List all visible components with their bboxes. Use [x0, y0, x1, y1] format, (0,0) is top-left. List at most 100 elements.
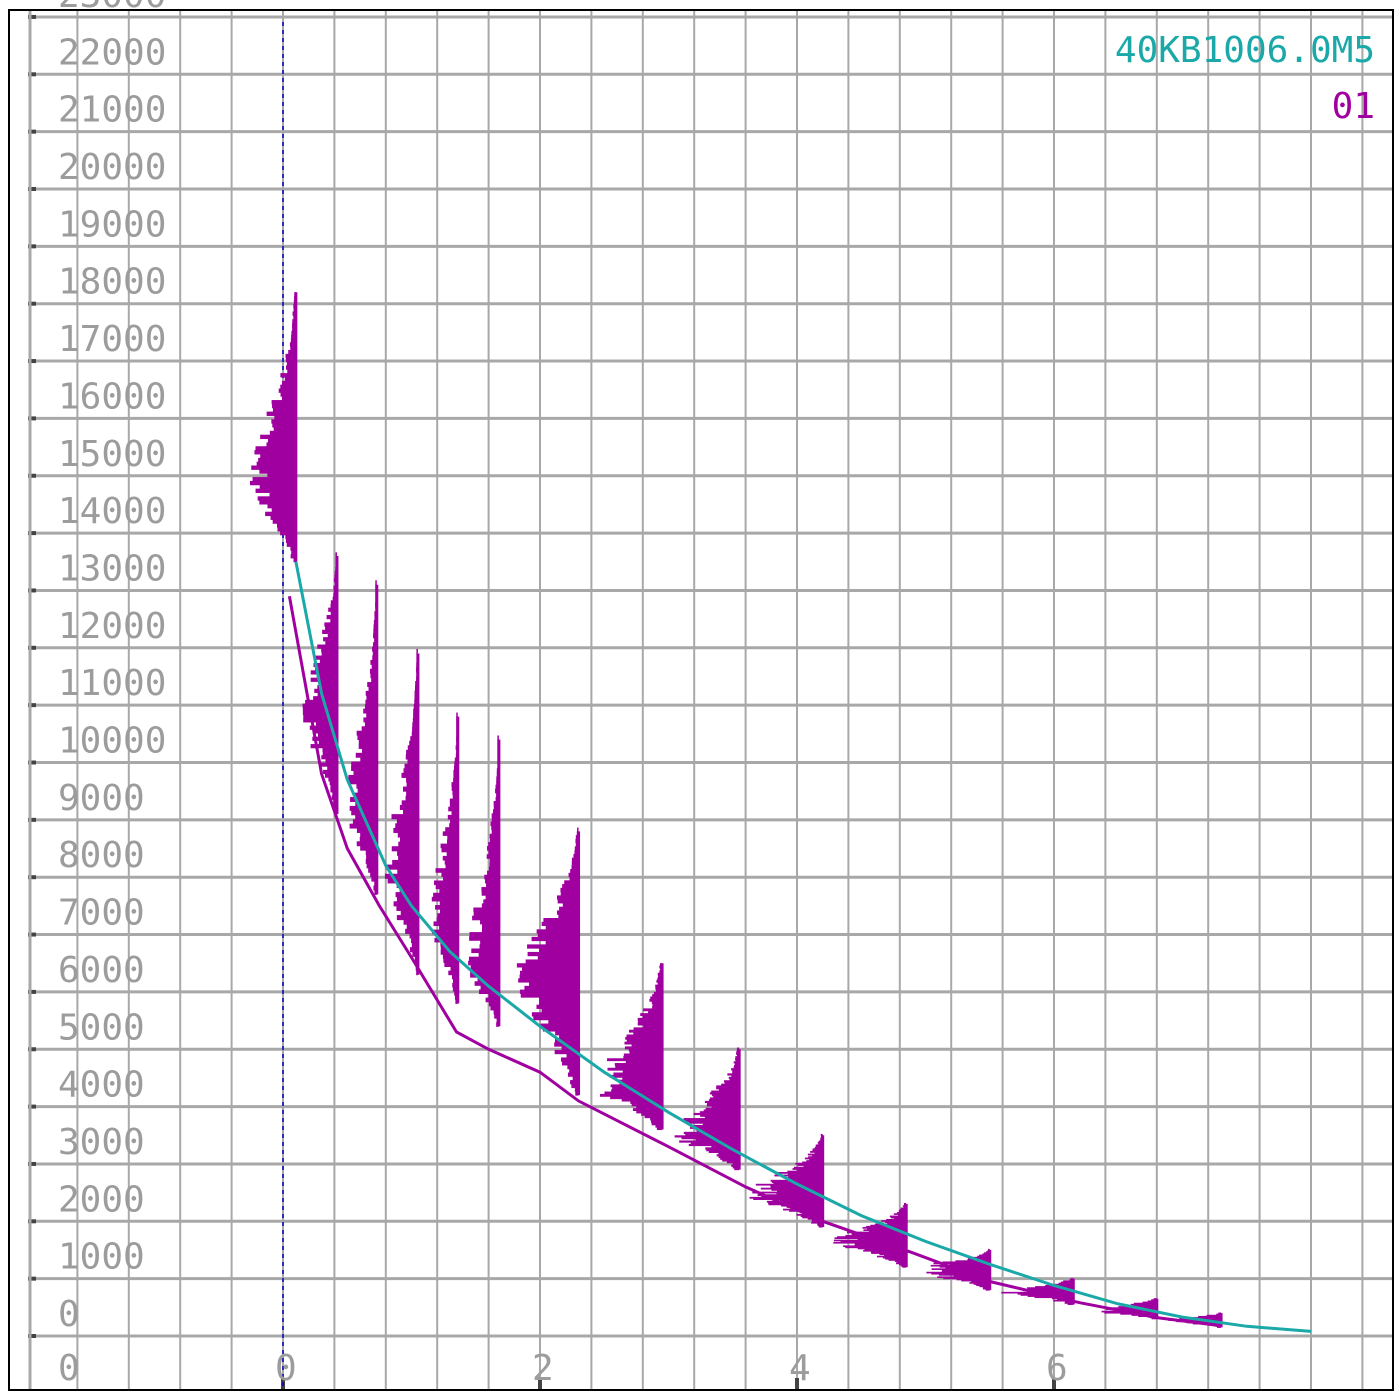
histogram-bar — [495, 788, 499, 794]
histogram-bar — [642, 1015, 663, 1019]
histogram-bar — [942, 1261, 990, 1264]
histogram-bar — [470, 964, 499, 970]
histogram-bar — [716, 1154, 740, 1157]
histogram-bar — [452, 982, 458, 988]
histogram-bar — [766, 1200, 823, 1203]
histogram-bar — [443, 876, 458, 881]
histogram-bar — [289, 342, 296, 347]
histogram-bar — [779, 1199, 823, 1202]
histogram-bar — [728, 1076, 740, 1079]
histogram-bar — [325, 758, 337, 763]
histogram-bar — [485, 895, 499, 900]
histogram-bar — [310, 744, 337, 749]
histogram-bar — [292, 311, 296, 316]
histogram-bar — [360, 757, 377, 763]
histogram-bar — [449, 798, 458, 804]
histogram-bar — [407, 745, 418, 751]
histogram-bar — [260, 434, 296, 440]
histogram-bar — [400, 910, 418, 916]
histogram-bar — [259, 484, 296, 490]
histogram-bar — [787, 1173, 823, 1176]
histogram-bar — [265, 511, 296, 517]
histogram-bar — [325, 626, 337, 631]
histogram-bar — [542, 1027, 579, 1032]
histogram-bar — [271, 507, 296, 513]
histogram-bar — [575, 838, 579, 844]
histogram-bar — [318, 681, 337, 686]
histogram-bar — [481, 887, 499, 892]
histogram-bar — [411, 937, 418, 944]
histogram-bar — [624, 1046, 663, 1050]
histogram-bar — [774, 1174, 823, 1177]
histogram-bar — [787, 1170, 823, 1173]
histogram-bar — [770, 1179, 823, 1182]
histogram-bar — [939, 1266, 990, 1268]
histogram-bar — [329, 780, 337, 786]
histogram-bar — [321, 651, 337, 657]
histogram-bar — [313, 662, 337, 668]
histogram-bar — [473, 911, 499, 917]
histogram-bar — [898, 1214, 907, 1217]
histogram-bar — [290, 338, 296, 343]
histogram-bar — [770, 1186, 823, 1189]
histogram-bar — [629, 1051, 663, 1055]
histogram-bar — [982, 1287, 990, 1290]
histogram-bar — [270, 515, 296, 520]
histogram-bar — [815, 1144, 823, 1147]
histogram-bar — [375, 580, 377, 586]
histogram-bar — [469, 936, 499, 941]
histogram-bar — [395, 892, 418, 898]
histogram-bar — [302, 703, 337, 708]
histogram-bar — [863, 1249, 907, 1252]
histogram-bar — [272, 519, 296, 524]
histogram-bar — [955, 1260, 990, 1262]
histogram-bar — [655, 984, 663, 988]
histogram-bar — [366, 854, 377, 860]
histogram-bar — [452, 794, 458, 800]
histogram-bar — [364, 704, 377, 710]
histogram-bar — [373, 885, 377, 891]
histogram-bar — [371, 664, 377, 670]
histogram-bar — [444, 962, 458, 968]
histogram-bar — [276, 523, 296, 528]
histogram-bar — [810, 1151, 823, 1153]
histogram-bar — [567, 1064, 579, 1070]
histogram-bar — [453, 769, 458, 775]
histogram-bar — [558, 914, 579, 919]
histogram-bar — [633, 1027, 663, 1031]
histogram-bar — [706, 1104, 740, 1107]
histogram-bar — [404, 763, 418, 769]
histogram-bar — [349, 805, 377, 811]
histogram-bar — [735, 1057, 740, 1061]
histogram-bar — [433, 921, 458, 927]
histogram-bar — [453, 778, 458, 783]
histogram-bar — [366, 713, 377, 718]
histogram-bar — [817, 1223, 823, 1225]
histogram-bar — [731, 1164, 740, 1167]
histogram-bar — [541, 1008, 579, 1013]
histogram-bar — [833, 1239, 907, 1242]
histogram-bar — [451, 786, 458, 791]
histogram-bar — [868, 1230, 907, 1233]
histogram-bar — [814, 1152, 823, 1155]
y-tick-label: 20000 — [58, 147, 166, 188]
histogram-5 — [468, 735, 501, 1027]
histogram-bar — [333, 592, 337, 598]
histogram-bar — [393, 901, 418, 907]
histogram-bar — [797, 1169, 823, 1172]
histogram-bar — [633, 1032, 663, 1036]
histogram-bar — [818, 1225, 823, 1228]
histogram-bar — [882, 1256, 907, 1259]
fit-curve-line — [294, 561, 1312, 1333]
histogram-bar — [657, 977, 663, 981]
histogram-bar — [574, 1087, 579, 1092]
histogram-bar — [803, 1165, 823, 1168]
histogram-bar — [362, 748, 377, 754]
histogram-bar — [770, 1185, 823, 1187]
histogram-bar — [414, 694, 418, 700]
histogram-bar — [649, 998, 663, 1002]
histogram-bar — [696, 1130, 740, 1133]
histogram-bar — [890, 1216, 907, 1219]
histogram-bar — [266, 442, 296, 447]
histogram-bar — [269, 492, 296, 497]
